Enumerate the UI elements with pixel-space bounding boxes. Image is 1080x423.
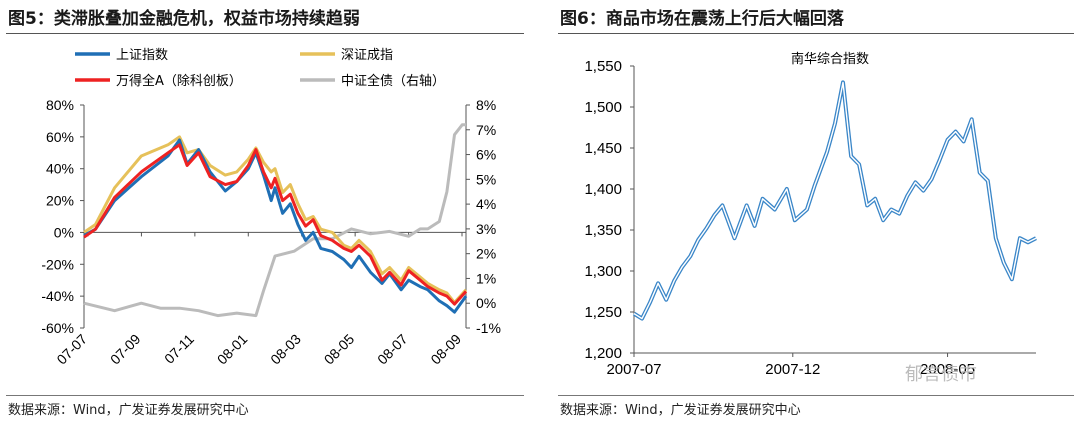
legend: 上证指数 深证成指 万得全A（除科创板） 中证全债（右轴）	[75, 48, 445, 89]
figure-5-panel: 图5：类滞胀叠加金融危机，权益市场持续趋弱 上证指数 深证成指 万得全A（除科创…	[0, 0, 530, 423]
legend-label-sz: 深证成指	[341, 48, 393, 63]
right-tick-label: 2%	[476, 246, 496, 262]
top-rule	[6, 33, 524, 34]
x-tick-label: 07-09	[107, 331, 144, 368]
figure-6-panel: 图6：商品市场在震荡上行后大幅回落 南华综合指数 1,550 1,500 1,450…	[552, 0, 1080, 423]
right-tick-label: 8%	[476, 97, 496, 113]
watermark-text: 郁言债市	[905, 364, 977, 385]
left-tick-label: -60%	[41, 320, 74, 336]
legend-label-wind: 万得全A（除科创板）	[116, 73, 242, 89]
series-line-bond	[83, 123, 466, 318]
left-tick-label: 40%	[46, 161, 74, 177]
left-tick-label: -20%	[41, 256, 74, 272]
right-tick-label: 7%	[476, 122, 496, 138]
x-tick-label: 08-01	[214, 331, 251, 368]
x-tick-label: 08-09	[427, 331, 464, 368]
chart-title: 南华综合指数	[791, 51, 869, 67]
series-line-sh	[83, 138, 468, 314]
y-tick-label: 1,500	[584, 99, 622, 116]
y-tick-label: 1,450	[584, 140, 622, 157]
y-tick-label: 1,550	[584, 58, 622, 75]
right-tick-label: 0%	[476, 295, 496, 311]
figure-5-title: 图5：类滞胀叠加金融危机，权益市场持续趋弱	[8, 9, 360, 29]
right-tick-label: 1%	[476, 270, 496, 286]
legend-label-bond: 中证全债（右轴）	[341, 73, 445, 89]
x-tick-label: 2008-05	[920, 361, 975, 378]
y-tick-label: 1,300	[584, 263, 622, 280]
series-line-nanhua-inner	[633, 81, 1037, 320]
bottom-rule	[6, 395, 524, 396]
series-line-wind	[83, 143, 468, 306]
x-tick-label: 08-05	[321, 331, 358, 368]
left-tick-label: -40%	[41, 288, 74, 304]
series-line-sz	[83, 135, 468, 304]
left-tick-label: 0%	[54, 224, 74, 240]
x-tick-label: 2007-07	[606, 361, 661, 378]
left-tick-label: 60%	[46, 129, 74, 145]
figure-5-source: 数据来源：Wind，广发证券发展研究中心	[8, 403, 249, 418]
x-tick-label: 2007-12	[765, 361, 820, 378]
x-tick-label: 08-07	[374, 331, 411, 368]
x-tick-label: 08-03	[267, 331, 304, 368]
y-tick-label: 1,200	[584, 345, 622, 362]
x-tick-label: 07-11	[161, 331, 197, 367]
series-line-nanhua-outer	[632, 80, 1037, 321]
legend-label-sh: 上证指数	[116, 48, 168, 63]
figure-6-source: 数据来源：Wind，广发证券发展研究中心	[560, 403, 801, 418]
y-tick-label: 1,250	[584, 304, 622, 321]
right-tick-label: 4%	[476, 196, 496, 212]
right-tick-label: 6%	[476, 147, 496, 163]
right-tick-label: -1%	[476, 320, 501, 336]
figure-6-title: 图6：商品市场在震荡上行后大幅回落	[560, 9, 844, 29]
right-tick-label: 3%	[476, 221, 496, 237]
left-tick-label: 80%	[46, 97, 74, 113]
y-tick-label: 1,350	[584, 222, 622, 239]
left-tick-label: 20%	[46, 193, 74, 209]
right-tick-label: 5%	[476, 171, 496, 187]
figure-6-chart: 南华综合指数 1,550 1,500 1,450 1,400 1,350 1,300 1,2…	[584, 51, 1037, 378]
bottom-rule	[558, 395, 1074, 396]
y-tick-label: 1,400	[584, 181, 622, 198]
x-tick-label: 07-07	[53, 331, 90, 368]
figure-5-chart: 上证指数 深证成指 万得全A（除科创板） 中证全债（右轴） 80% 60% 40% 2…	[41, 48, 501, 368]
top-rule	[558, 33, 1074, 34]
